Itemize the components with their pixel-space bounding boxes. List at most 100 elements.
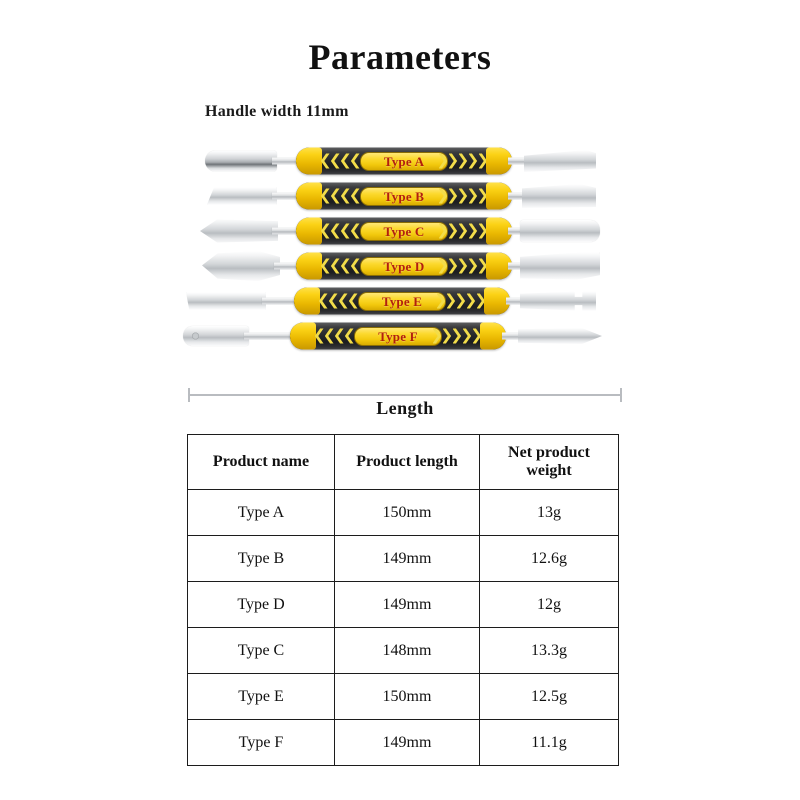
handle-cap-right <box>480 322 506 350</box>
chevron-right-icon <box>436 293 446 309</box>
handle-cap-right <box>486 252 512 280</box>
length-label: Length <box>376 398 434 418</box>
chevron-left-icon <box>340 188 350 204</box>
blade-neck-left <box>274 262 304 270</box>
blade-neck-left <box>272 227 304 235</box>
cell-product-weight: 12g <box>479 581 619 628</box>
handle-cap-left <box>294 287 320 315</box>
chevron-left-icon <box>338 293 348 309</box>
tool-row: Type D <box>0 249 800 283</box>
blade-hole-icon <box>192 332 199 340</box>
chevron-left-icon <box>350 258 360 274</box>
chevron-left-icon <box>324 328 334 344</box>
chevron-left-icon <box>318 293 328 309</box>
cell-product-weight: 12.5g <box>479 673 619 720</box>
chevron-right-icon <box>458 223 468 239</box>
chevron-right-icon <box>458 188 468 204</box>
cell-product-weight: 12.6g <box>479 535 619 582</box>
chevron-right-icon <box>438 258 448 274</box>
dimension-line <box>188 394 622 396</box>
chevron-left-icon <box>350 153 360 169</box>
chevron-group-right <box>438 218 488 245</box>
table-row: Type F 149mm 11.1g <box>187 719 619 766</box>
column-header-product-name: Product name <box>187 434 335 490</box>
chevron-right-icon <box>468 188 478 204</box>
chevron-right-icon <box>448 258 458 274</box>
cell-product-name: Type E <box>187 673 335 720</box>
handle-cap-left <box>296 147 322 175</box>
chevron-left-icon <box>344 328 354 344</box>
chevron-right-icon <box>466 293 476 309</box>
cell-product-name: Type C <box>187 627 335 674</box>
handle-cap-left <box>296 252 322 280</box>
cell-product-length: 150mm <box>334 489 480 536</box>
rounded-hole-blade-icon <box>183 326 249 346</box>
type-label: Type C <box>360 221 448 241</box>
blade-neck-left <box>272 157 304 165</box>
handle-cap-right <box>486 217 512 245</box>
chevron-right-icon <box>448 223 458 239</box>
chevron-group-right <box>436 288 486 315</box>
blade-neck-right <box>506 297 526 305</box>
page-title: Parameters <box>308 37 492 77</box>
table-row: Type A 150mm 13g <box>187 489 619 536</box>
type-label: Type F <box>354 326 442 346</box>
tool-row: Type B <box>0 179 800 213</box>
chevron-right-icon <box>448 153 458 169</box>
table-row: Type D 149mm 12g <box>187 581 619 628</box>
chevron-left-icon <box>340 258 350 274</box>
length-dimension-line <box>188 388 622 402</box>
chevron-right-icon <box>438 188 448 204</box>
angled-blade-icon <box>524 150 596 172</box>
blade-neck-left <box>262 297 304 305</box>
flat-chisel-blade-icon <box>186 292 266 310</box>
chevron-left-icon <box>340 223 350 239</box>
chevron-left-icon <box>314 328 324 344</box>
chevron-left-icon <box>348 293 358 309</box>
chevron-right-icon <box>458 258 468 274</box>
dimension-tick-left <box>188 388 190 402</box>
chevron-left-icon <box>334 328 344 344</box>
tool-handle: Type E <box>294 287 510 315</box>
cell-product-name: Type D <box>187 581 335 628</box>
column-header-product-length: Product length <box>334 434 480 490</box>
handle-cap-left <box>296 217 322 245</box>
tool-handle: Type F <box>290 322 506 350</box>
chevron-right-icon <box>446 293 456 309</box>
chevron-group-right <box>438 148 488 175</box>
handle-width-note: Handle width 11mm <box>205 103 349 120</box>
type-label: Type A <box>360 151 448 171</box>
handle-cap-right <box>484 287 510 315</box>
chevron-left-icon <box>330 258 340 274</box>
chevron-left-icon <box>350 223 360 239</box>
cell-product-length: 148mm <box>334 627 480 674</box>
handle-cap-left <box>290 322 316 350</box>
chevron-right-icon <box>448 188 458 204</box>
blade-neck-left <box>244 332 304 340</box>
chevron-left-icon <box>320 188 330 204</box>
chevron-left-icon <box>320 223 330 239</box>
chevron-group-right <box>438 183 488 210</box>
chevron-left-icon <box>320 153 330 169</box>
pointed-blade-icon <box>518 328 602 344</box>
cell-product-length: 149mm <box>334 535 480 582</box>
tool-row: Type A <box>0 144 800 178</box>
rounded-spatula-blade-icon <box>520 220 600 242</box>
chevron-left-icon <box>328 293 338 309</box>
table-row: Type B 149mm 12.6g <box>187 535 619 582</box>
chevron-right-icon <box>458 153 468 169</box>
chevron-left-icon <box>340 153 350 169</box>
curved-scoop-blade-icon <box>205 150 277 172</box>
angled-spatula-blade-icon <box>522 184 596 208</box>
blade-neck-left <box>272 192 304 200</box>
chevron-right-icon <box>462 328 472 344</box>
spade-blade-icon <box>202 251 280 281</box>
spear-point-blade-icon <box>200 219 278 243</box>
chevron-right-icon <box>468 153 478 169</box>
cell-product-weight: 13g <box>479 489 619 536</box>
cell-product-name: Type A <box>187 489 335 536</box>
table-row: Type E 150mm 12.5g <box>187 673 619 720</box>
table-header-row: Product name Product length Net product … <box>187 434 619 490</box>
chevron-left-icon <box>330 188 340 204</box>
